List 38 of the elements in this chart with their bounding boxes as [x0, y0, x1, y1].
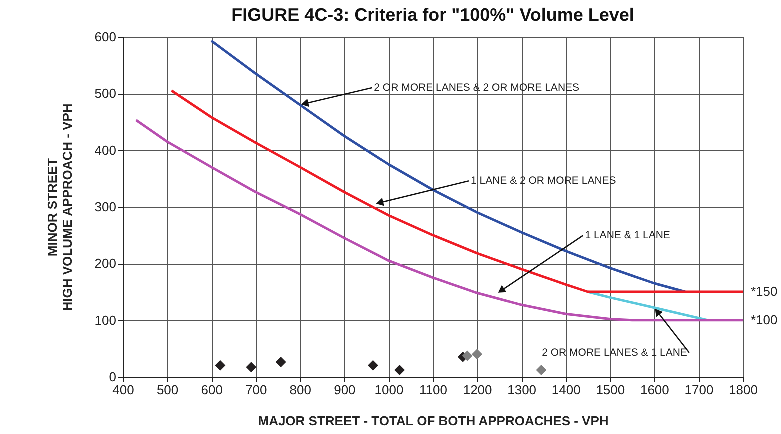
point	[215, 360, 226, 371]
y-tick-label: 600	[94, 30, 116, 44]
x-tick-label: 1400	[552, 382, 581, 398]
point	[394, 364, 406, 376]
x-tick-label: 1300	[508, 382, 537, 398]
y-axis-title: MINOR STREET HIGH VOLUME APPROACH - VPH	[44, 104, 75, 312]
x-tick-label: 400	[112, 382, 134, 398]
x-tick-label: 700	[246, 382, 268, 398]
point	[536, 364, 547, 376]
x-tick-label: 900	[334, 382, 356, 398]
x-axis-title: MAJOR STREET - TOTAL OF BOTH APPROACHES - VPH	[258, 414, 609, 428]
point	[462, 350, 473, 362]
y-tick-label: 0	[109, 370, 116, 384]
x-tick-label: 1700	[684, 382, 714, 398]
x-tick-label: 1600	[640, 382, 670, 398]
x-tick-label: 1000	[374, 382, 404, 398]
x-tick-label: 1200	[463, 382, 492, 398]
y-tick-label: 500	[94, 86, 116, 102]
annotation: *150	[751, 284, 778, 299]
point	[246, 362, 257, 373]
x-tick-label: 1800	[729, 382, 758, 398]
point	[276, 357, 286, 368]
y-tick-label: 300	[94, 200, 116, 214]
x-tick-label: 1500	[596, 382, 626, 398]
y-tick-label: 100	[94, 312, 116, 328]
chart-title: FIGURE 4C-3: Criteria for "100%" Volume Level	[232, 5, 634, 25]
point	[472, 349, 483, 360]
y-tick-label: 400	[94, 142, 116, 158]
x-tick-label: 600	[201, 382, 223, 398]
x-tick-label: 500	[156, 382, 179, 398]
line-series	[210, 40, 687, 294]
x-tick-label: 1100	[420, 382, 448, 398]
line-series	[170, 90, 744, 294]
annotation: *100	[751, 312, 778, 328]
line-series	[135, 119, 744, 322]
y-tick-label: 200	[94, 256, 116, 272]
x-tick-label: 800	[290, 382, 312, 398]
point	[368, 360, 378, 371]
